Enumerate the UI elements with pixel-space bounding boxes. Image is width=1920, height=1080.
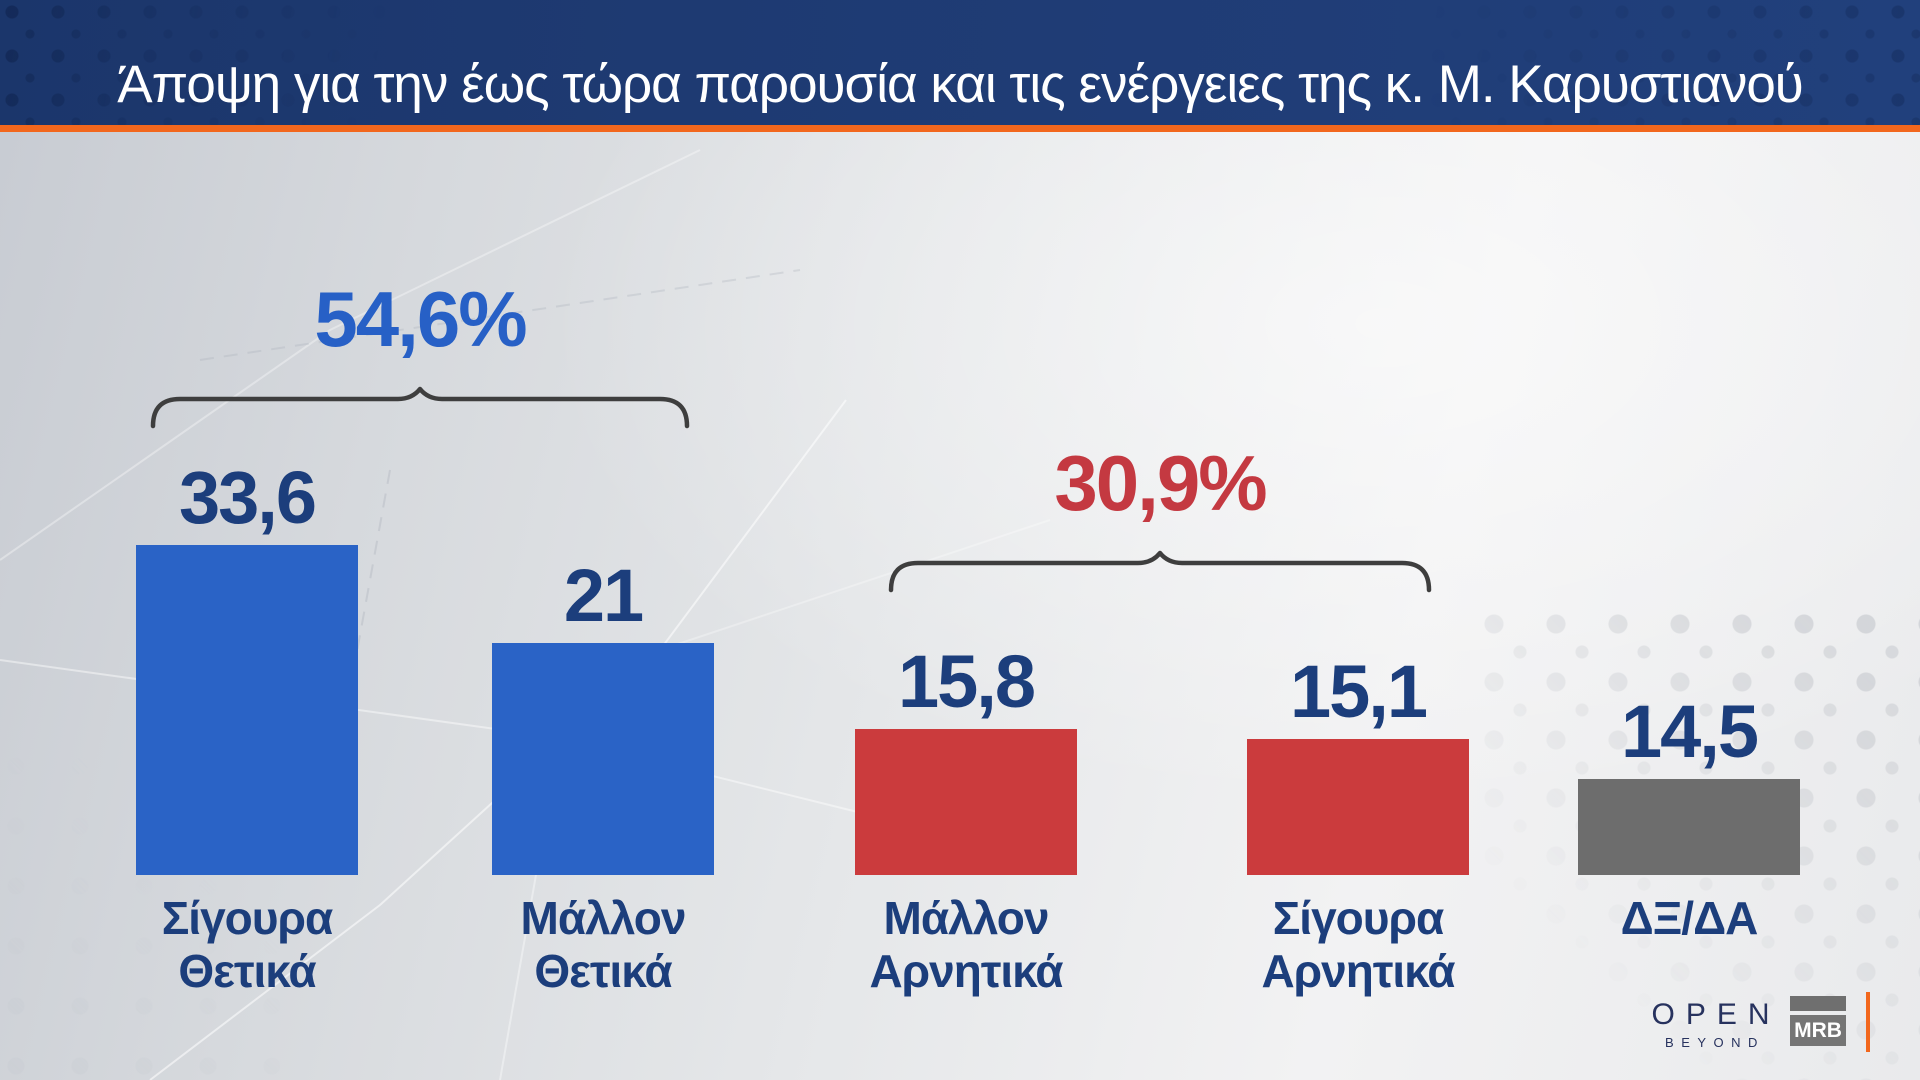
open-channel-logo: OPEN BEYOND — [1642, 998, 1782, 1051]
bar-value-4: 14,5 — [1620, 690, 1759, 773]
bar-value-3: 15,1 — [1289, 650, 1428, 733]
header-orange-divider — [0, 125, 1920, 132]
bar-category-label-2: Μάλλον Αρνητικά — [869, 892, 1063, 997]
bar-category-label-0: Σίγουρα Θετικά — [161, 892, 334, 997]
mrb-logo-text: MRB — [1794, 1018, 1842, 1042]
mrb-logo-box: MRB — [1790, 1015, 1846, 1046]
group-percentage-label-0: 54,6% — [314, 275, 527, 363]
bar-category-label-1: Μάλλον Θετικά — [520, 892, 687, 997]
group-bracket-0 — [150, 386, 690, 430]
group-bracket-1 — [888, 550, 1432, 594]
open-logo-beyond-text: BEYOND — [1665, 1035, 1765, 1050]
bar-value-1: 21 — [563, 554, 644, 637]
bar-4 — [1578, 779, 1800, 875]
mrb-logo: MRB — [1790, 996, 1846, 1046]
bar-3 — [1247, 739, 1469, 875]
open-logo-wordmark: OPEN — [1651, 998, 1781, 1031]
mrb-logo-top-bar-icon — [1790, 996, 1846, 1011]
group-percentage-label-1: 30,9% — [1054, 439, 1267, 527]
bar-category-label-3: Σίγουρα Αρνητικά — [1261, 892, 1455, 997]
page-title: Άποψη για την έως τώρα παρουσία και τις … — [117, 55, 1804, 114]
bar-value-0: 33,6 — [178, 456, 317, 539]
bar-value-2: 15,8 — [897, 640, 1036, 723]
bar-category-label-4: ΔΞ/ΔΑ — [1620, 892, 1759, 944]
bar-1 — [492, 643, 714, 875]
bar-0 — [136, 545, 358, 875]
bar-2 — [855, 729, 1077, 875]
footer-orange-accent-line — [1866, 992, 1870, 1052]
